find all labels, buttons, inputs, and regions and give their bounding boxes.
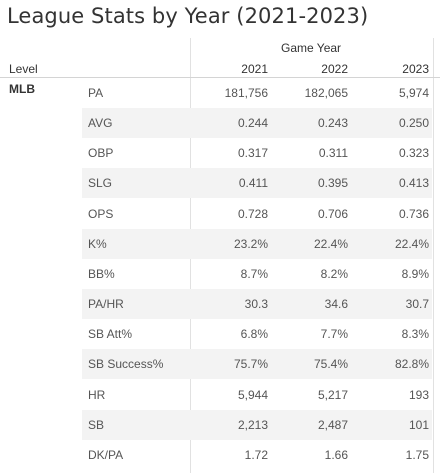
metric-label: SLG [88, 176, 113, 191]
table-row: K% 23.2% 22.4% 22.4% [82, 228, 432, 259]
value-cell-2023: 8.3% [401, 327, 429, 342]
value-cell-2021: 0.728 [237, 206, 268, 221]
value-cell-2022: 0.243 [317, 116, 348, 131]
table-row: OPS 0.728 0.706 0.736 [82, 199, 432, 229]
value-cell-2023: 0.323 [398, 146, 429, 161]
value-cell-2023: 1.75 [405, 447, 429, 462]
value-cell-2022: 7.7% [320, 327, 348, 342]
table-row: PA/HR 30.3 34.6 30.7 [82, 289, 432, 320]
value-cell-2023: 5,974 [398, 86, 429, 100]
level-value: MLB [9, 82, 35, 96]
metric-label: K% [88, 236, 107, 251]
year-header-2023: 2023 [402, 62, 429, 76]
value-cell-2021: 181,756 [224, 86, 268, 100]
year-header-2022: 2022 [321, 62, 348, 76]
table-row: SB 2,213 2,487 101 [82, 409, 432, 440]
metric-label: PA [88, 86, 104, 100]
value-cell-2022: 0.311 [318, 146, 348, 161]
value-cell-2022: 5,217 [317, 387, 348, 402]
value-cell-2021: 6.8% [240, 327, 268, 342]
value-cell-2022: 1.66 [324, 447, 348, 462]
value-cell-2022: 182,065 [304, 86, 348, 100]
value-cell-2023: 193 [408, 387, 429, 402]
value-cell-2022: 8.2% [320, 266, 348, 281]
value-cell-2022: 0.395 [317, 176, 348, 191]
value-cell-2022: 0.706 [317, 206, 348, 221]
value-cell-2021: 0.317 [237, 146, 268, 161]
value-cell-2023: 22.4% [394, 236, 429, 251]
value-cell-2023: 8.9% [401, 266, 429, 281]
year-header-2021: 2021 [241, 62, 268, 76]
table-row: OBP 0.317 0.311 0.323 [82, 138, 432, 168]
value-cell-2021: 1.72 [244, 447, 268, 462]
metric-label: OPS [88, 206, 114, 221]
table-row: BB% 8.7% 8.2% 8.9% [82, 259, 432, 289]
metric-label: OBP [88, 146, 114, 161]
value-cell-2023: 0.250 [398, 116, 429, 131]
value-cell-2021: 8.7% [240, 266, 268, 281]
table-row: AVG 0.244 0.243 0.250 [82, 108, 432, 139]
metric-label: DK/PA [88, 447, 124, 462]
metric-label: HR [88, 387, 106, 402]
table-row: SB Att% 6.8% 7.7% 8.3% [82, 319, 432, 349]
header-separator [0, 77, 440, 78]
metric-label: PA/HR [88, 297, 124, 312]
value-cell-2021: 2,213 [237, 417, 268, 432]
value-cell-2023: 0.736 [398, 206, 429, 221]
value-cell-2022: 22.4% [313, 236, 348, 251]
value-cell-2023: 82.8% [394, 357, 429, 372]
table-row: HR 5,944 5,217 193 [82, 380, 432, 410]
table-row: DK/PA 1.72 1.66 1.75 [82, 440, 432, 470]
metric-label: SB Att% [88, 327, 133, 342]
value-cell-2022: 75.4% [313, 357, 348, 372]
table-row: SLG 0.411 0.395 0.413 [82, 168, 432, 199]
metric-label: SB Success% [88, 357, 164, 372]
value-cell-2021: 30.3 [244, 297, 268, 312]
metric-label: SB [88, 417, 105, 432]
value-cell-2021: 23.2% [233, 236, 268, 251]
table-row: SB Success% 75.7% 75.4% 82.8% [82, 349, 432, 380]
value-cell-2023: 30.7 [405, 297, 429, 312]
chart-title: League Stats by Year (2021-2023) [7, 4, 369, 28]
metric-label: BB% [88, 266, 115, 281]
column-group-header: Game Year [281, 41, 342, 55]
value-cell-2022: 2,487 [317, 417, 348, 432]
value-cell-2021: 5,944 [237, 387, 268, 402]
value-cell-2021: 75.7% [233, 357, 268, 372]
metric-label: AVG [88, 116, 113, 131]
value-cell-2023: 101 [408, 417, 429, 432]
value-cell-2021: 0.411 [238, 176, 268, 191]
table-row: PA 181,756 182,065 5,974 [82, 78, 432, 108]
value-cell-2023: 0.413 [398, 176, 429, 191]
column-divider [433, 38, 434, 473]
row-header-level: Level [9, 62, 38, 76]
value-cell-2022: 34.6 [324, 297, 348, 312]
value-cell-2021: 0.244 [237, 116, 268, 131]
